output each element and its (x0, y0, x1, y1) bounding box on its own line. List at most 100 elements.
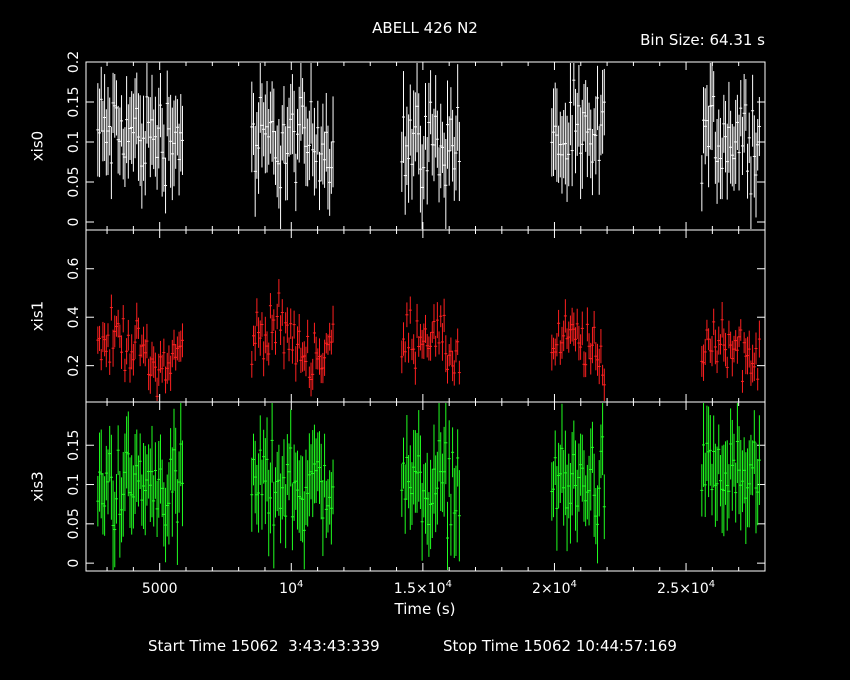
data-point (302, 491, 306, 570)
data-point (718, 455, 722, 507)
data-point (715, 446, 719, 521)
data-point (418, 125, 422, 213)
data-point (145, 323, 149, 359)
data-point (294, 153, 298, 212)
data-point (302, 341, 306, 371)
data-point (260, 459, 264, 530)
data-point (133, 78, 137, 159)
data-point (331, 459, 335, 515)
panel-xis0: 0 0.05 0.1 0.15 0.2 xis0 (29, 51, 766, 231)
data-point (425, 334, 429, 358)
data-point (584, 475, 588, 527)
data-point (143, 445, 147, 536)
data-point (732, 433, 736, 487)
data-point (713, 443, 717, 527)
data-point (575, 92, 579, 156)
data-point (572, 420, 576, 489)
data-point (157, 440, 161, 518)
data-point (140, 123, 144, 209)
data-point (125, 76, 129, 164)
data-point (250, 457, 254, 532)
data-point (135, 429, 139, 502)
data-point (326, 479, 330, 533)
data-point (103, 74, 107, 161)
data-point (121, 452, 125, 537)
data-point (277, 444, 281, 516)
data-point (324, 332, 328, 354)
data-point (96, 475, 100, 527)
panels: 0 0.05 0.1 0.15 0.2 xis0 0.2 0.4 0.6 xis1 0 0.05 0.1… (29, 51, 766, 572)
data-point (316, 348, 320, 370)
data-point (552, 337, 556, 360)
data-point (279, 315, 283, 346)
data-point (265, 81, 269, 173)
data-point (147, 97, 151, 148)
data-point (175, 479, 179, 565)
data-point (575, 308, 579, 339)
data-point (98, 325, 102, 352)
data-point (316, 432, 320, 492)
data-point (306, 118, 310, 187)
data-point (747, 112, 751, 164)
data-point (567, 453, 571, 519)
data-point (319, 443, 323, 520)
data-point (432, 304, 436, 339)
data-point (552, 88, 556, 176)
data-point (703, 338, 707, 365)
data-point (128, 353, 132, 383)
data-point (439, 305, 443, 328)
data-point (756, 367, 760, 391)
data-point (111, 72, 115, 133)
data-point (592, 108, 596, 162)
data-point (130, 334, 134, 370)
data-point (328, 148, 332, 216)
data-point (413, 92, 417, 162)
data-point (452, 468, 456, 559)
data-point (751, 344, 755, 383)
data-point (413, 430, 417, 513)
data-point (560, 116, 564, 194)
data-point (123, 433, 127, 512)
data-point (422, 464, 426, 518)
data-point (282, 86, 286, 164)
data-point (287, 97, 291, 157)
data-point (579, 433, 583, 496)
data-point (270, 403, 274, 483)
data-point (150, 425, 154, 518)
y-tick-label: 0.05 (66, 166, 82, 197)
data-point (150, 74, 154, 165)
data-point (289, 83, 293, 155)
data-point (746, 143, 750, 199)
data-point (424, 83, 428, 150)
data-point (434, 335, 438, 357)
data-point (272, 309, 276, 331)
data-point (558, 111, 562, 178)
data-point (567, 321, 571, 353)
data-point (582, 83, 586, 142)
data-point (270, 81, 274, 162)
data-point (116, 425, 120, 476)
data-point (705, 85, 709, 157)
data-point (430, 321, 434, 343)
data-point (747, 440, 751, 528)
data-point (740, 450, 744, 513)
data-point (292, 90, 296, 173)
data-point (290, 74, 294, 155)
data-point (437, 403, 441, 482)
data-point (429, 70, 433, 135)
data-point (251, 325, 255, 347)
data-point (412, 334, 416, 365)
data-point (400, 463, 404, 517)
data-point (602, 68, 606, 136)
data-point (263, 438, 267, 525)
data-point (318, 151, 322, 211)
data-point (400, 131, 404, 192)
data-point (601, 403, 605, 476)
data-point (587, 455, 591, 526)
data-point (756, 119, 760, 171)
data-point (174, 344, 178, 371)
data-point (720, 445, 724, 534)
panel-xis1: 0.2 0.4 0.6 xis1 (29, 229, 766, 403)
data-point (420, 329, 424, 359)
